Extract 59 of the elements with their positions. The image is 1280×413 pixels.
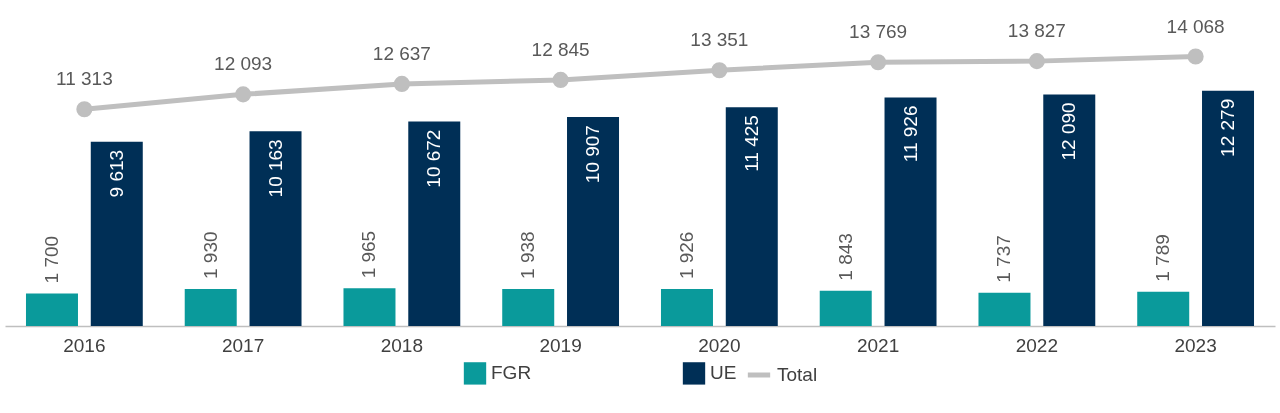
data-label: 1 926 — [675, 231, 697, 280]
data-label: 14 068 — [1166, 15, 1225, 37]
data-label: 12 090 — [1058, 102, 1080, 161]
data-label: 1 737 — [993, 235, 1015, 283]
data-label: 1 930 — [199, 231, 221, 280]
data-label: 1 965 — [358, 230, 380, 279]
x-tick-label: 2017 — [221, 334, 265, 356]
data-label: 11 425 — [740, 115, 762, 172]
data-label: 1 938 — [517, 231, 539, 279]
point — [1187, 48, 1204, 65]
bar — [1043, 94, 1096, 326]
bar — [184, 289, 237, 326]
bar — [567, 117, 620, 326]
point — [552, 71, 569, 88]
point — [235, 86, 252, 103]
bar — [819, 290, 872, 326]
bar — [249, 131, 302, 326]
data-label: 11 313 — [56, 68, 113, 90]
legend-label: Total — [777, 364, 818, 385]
bar — [884, 97, 937, 326]
legend-label: FGR — [491, 362, 532, 384]
legend-label: UE — [710, 362, 737, 384]
data-label: 12 093 — [214, 53, 273, 75]
data-label: 13 827 — [1007, 20, 1066, 42]
data-label: 1 789 — [1152, 234, 1174, 282]
bar — [25, 293, 78, 326]
x-tick-label: 2016 — [63, 334, 106, 356]
bar — [1137, 291, 1190, 326]
point — [393, 75, 410, 92]
data-label: 9 613 — [105, 149, 127, 198]
data-label: 13 769 — [849, 21, 908, 43]
bar — [978, 292, 1031, 326]
x-tick-label: 2019 — [539, 334, 582, 356]
data-label: 12 845 — [531, 38, 590, 60]
point — [711, 62, 728, 79]
bar — [343, 288, 396, 326]
data-label: 12 637 — [372, 42, 431, 64]
point — [1028, 53, 1045, 70]
x-tick-label: 2021 — [856, 334, 900, 356]
x-tick-label: 2018 — [380, 334, 424, 356]
bar — [725, 107, 778, 326]
bar — [502, 288, 555, 326]
data-label: 1 843 — [834, 233, 856, 281]
data-label: 1 700 — [40, 235, 62, 284]
bar — [90, 141, 143, 326]
x-tick-label: 2020 — [698, 334, 741, 356]
x-tick-label: 2022 — [1015, 334, 1059, 356]
data-label: 10 907 — [582, 125, 604, 184]
data-label: 13 351 — [690, 29, 749, 51]
bar — [408, 121, 461, 326]
point — [76, 101, 93, 118]
bar — [1202, 90, 1255, 326]
data-label: 10 163 — [264, 139, 286, 198]
data-label: 11 926 — [899, 105, 921, 163]
x-tick-label: 2023 — [1174, 334, 1217, 356]
bar — [660, 289, 713, 326]
data-label: 10 672 — [423, 129, 445, 188]
point — [870, 54, 887, 71]
data-label: 12 279 — [1217, 98, 1239, 157]
